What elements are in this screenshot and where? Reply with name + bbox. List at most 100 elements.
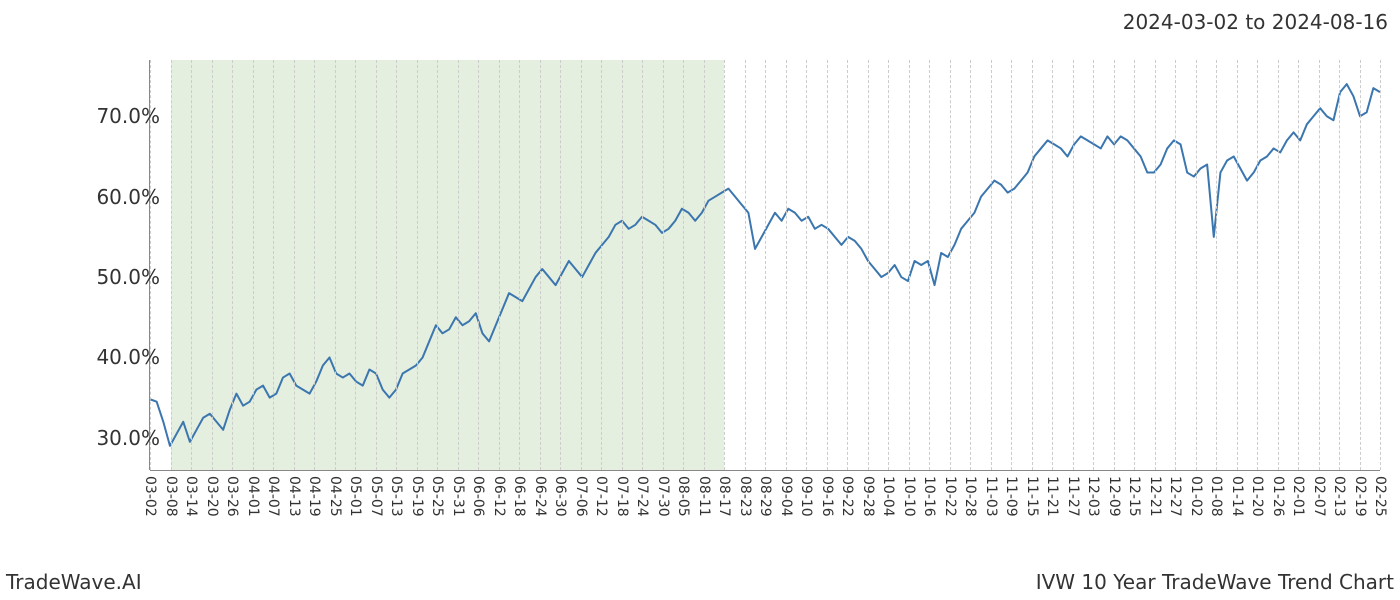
x-tick-label: 08-17 xyxy=(716,476,732,517)
grid-line-vertical xyxy=(273,60,274,470)
x-tick-label: 05-25 xyxy=(429,476,445,517)
grid-line-vertical xyxy=(1237,60,1238,470)
x-tick-label: 03-02 xyxy=(142,476,158,517)
x-tick-label: 12-21 xyxy=(1147,476,1163,517)
grid-line-vertical xyxy=(642,60,643,470)
grid-line-vertical xyxy=(212,60,213,470)
grid-line-vertical xyxy=(1339,60,1340,470)
x-tick-label: 05-01 xyxy=(347,476,363,517)
grid-line-vertical xyxy=(294,60,295,470)
x-tick-label: 01-14 xyxy=(1229,476,1245,517)
y-tick-label: 60.0% xyxy=(60,185,160,209)
x-tick-label: 10-22 xyxy=(942,476,958,517)
x-axis-line xyxy=(150,470,1380,471)
grid-line-vertical xyxy=(704,60,705,470)
x-tick-label: 12-09 xyxy=(1106,476,1122,517)
x-tick-label: 02-25 xyxy=(1372,476,1388,517)
grid-line-vertical xyxy=(581,60,582,470)
x-tick-label: 09-28 xyxy=(860,476,876,517)
x-tick-label: 03-26 xyxy=(224,476,240,517)
x-tick-label: 06-18 xyxy=(511,476,527,517)
x-tick-label: 08-05 xyxy=(675,476,691,517)
grid-line-vertical xyxy=(396,60,397,470)
grid-line-vertical xyxy=(540,60,541,470)
x-tick-label: 04-07 xyxy=(265,476,281,517)
chart-title: IVW 10 Year TradeWave Trend Chart xyxy=(1036,570,1394,594)
x-tick-label: 02-19 xyxy=(1352,476,1368,517)
x-tick-label: 10-04 xyxy=(880,476,896,517)
x-tick-label: 04-13 xyxy=(286,476,302,517)
grid-line-vertical xyxy=(519,60,520,470)
grid-line-vertical xyxy=(745,60,746,470)
x-tick-label: 11-03 xyxy=(983,476,999,517)
grid-line-vertical xyxy=(683,60,684,470)
chart-container: 2024-03-02 to 2024-08-16 TradeWave.AI IV… xyxy=(0,0,1400,600)
grid-line-vertical xyxy=(1380,60,1381,470)
y-tick-label: 30.0% xyxy=(60,426,160,450)
x-tick-label: 07-18 xyxy=(614,476,630,517)
x-tick-label: 09-10 xyxy=(798,476,814,517)
grid-line-vertical xyxy=(314,60,315,470)
grid-line-vertical xyxy=(437,60,438,470)
x-tick-label: 08-11 xyxy=(696,476,712,517)
grid-line-vertical xyxy=(929,60,930,470)
grid-line-vertical xyxy=(1278,60,1279,470)
grid-line-vertical xyxy=(1011,60,1012,470)
grid-line-vertical xyxy=(724,60,725,470)
plot-area xyxy=(150,60,1380,470)
grid-line-vertical xyxy=(478,60,479,470)
grid-line-vertical xyxy=(663,60,664,470)
x-tick-label: 01-08 xyxy=(1208,476,1224,517)
grid-line-vertical xyxy=(1298,60,1299,470)
x-tick-label: 11-21 xyxy=(1044,476,1060,517)
x-tick-label: 10-28 xyxy=(962,476,978,517)
x-tick-label: 08-29 xyxy=(757,476,773,517)
grid-line-vertical xyxy=(191,60,192,470)
grid-line-vertical xyxy=(499,60,500,470)
grid-line-vertical xyxy=(376,60,377,470)
grid-line-vertical xyxy=(1319,60,1320,470)
grid-line-vertical xyxy=(950,60,951,470)
x-tick-label: 10-16 xyxy=(921,476,937,517)
x-tick-label: 02-13 xyxy=(1331,476,1347,517)
grid-line-vertical xyxy=(909,60,910,470)
grid-line-vertical xyxy=(253,60,254,470)
x-tick-label: 08-23 xyxy=(737,476,753,517)
grid-line-vertical xyxy=(1093,60,1094,470)
x-tick-label: 09-04 xyxy=(778,476,794,517)
x-tick-label: 07-30 xyxy=(655,476,671,517)
x-tick-label: 05-31 xyxy=(450,476,466,517)
x-tick-label: 06-24 xyxy=(532,476,548,517)
x-tick-label: 05-07 xyxy=(368,476,384,517)
grid-line-vertical xyxy=(1196,60,1197,470)
y-tick-label: 50.0% xyxy=(60,265,160,289)
x-tick-label: 12-03 xyxy=(1085,476,1101,517)
x-tick-label: 02-01 xyxy=(1290,476,1306,517)
grid-line-vertical xyxy=(1134,60,1135,470)
grid-line-vertical xyxy=(991,60,992,470)
x-tick-label: 01-20 xyxy=(1249,476,1265,517)
x-tick-label: 04-01 xyxy=(245,476,261,517)
grid-line-vertical xyxy=(765,60,766,470)
grid-line-vertical xyxy=(1155,60,1156,470)
x-tick-label: 12-27 xyxy=(1167,476,1183,517)
grid-line-vertical xyxy=(970,60,971,470)
x-tick-label: 12-15 xyxy=(1126,476,1142,517)
grid-line-vertical xyxy=(1175,60,1176,470)
grid-line-vertical xyxy=(1114,60,1115,470)
x-tick-label: 11-09 xyxy=(1003,476,1019,517)
x-tick-label: 05-13 xyxy=(388,476,404,517)
grid-line-vertical xyxy=(622,60,623,470)
grid-line-vertical xyxy=(458,60,459,470)
x-tick-label: 11-27 xyxy=(1065,476,1081,517)
x-tick-label: 07-24 xyxy=(634,476,650,517)
x-tick-label: 06-06 xyxy=(470,476,486,517)
x-tick-label: 05-19 xyxy=(409,476,425,517)
x-tick-label: 04-19 xyxy=(306,476,322,517)
y-tick-label: 40.0% xyxy=(60,345,160,369)
grid-line-vertical xyxy=(601,60,602,470)
grid-line-vertical xyxy=(1052,60,1053,470)
x-tick-label: 03-20 xyxy=(204,476,220,517)
y-tick-label: 70.0% xyxy=(60,104,160,128)
grid-line-vertical xyxy=(1073,60,1074,470)
